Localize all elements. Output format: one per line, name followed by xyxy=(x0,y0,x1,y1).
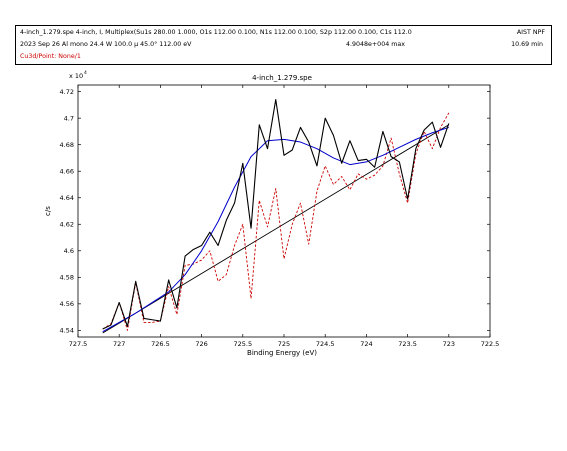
series-group xyxy=(102,99,450,334)
x-tick-label: 724.5 xyxy=(316,340,335,348)
x-axis-ticks: 727.5 727 726.5 726 725.5 725 724.5 724 723.5 723… xyxy=(69,85,500,348)
x-axis-label: Binding Energy (eV) xyxy=(247,349,317,357)
y-tick-label: 4.7 xyxy=(64,114,74,122)
x-tick-label: 723 xyxy=(443,340,455,348)
series-envelope-line xyxy=(102,126,449,333)
y-tick-label: 4.56 xyxy=(60,300,74,308)
x-tick-label: 725.5 xyxy=(233,340,252,348)
header-region: Cu3d/Point: None/1 xyxy=(20,53,81,60)
x-tick-label: 725 xyxy=(278,340,290,348)
x-tick-label: 727 xyxy=(113,340,125,348)
series-residual-line xyxy=(102,112,450,331)
y-tick-label: 4.68 xyxy=(60,141,74,149)
header-max-count: 4.9048e+004 max xyxy=(346,41,405,48)
y-multiplier-exponent: 4 xyxy=(84,70,87,76)
x-tick-label: 726 xyxy=(195,340,207,348)
info-header: 4-inch_1.279.spe 4-inch, I, Multiplex(Su… xyxy=(15,25,552,65)
series-raw-line xyxy=(102,99,450,330)
y-tick-label: 4.62 xyxy=(60,221,74,229)
y-tick-label: 4.54 xyxy=(60,327,74,335)
x-tick-label: 722.5 xyxy=(481,340,500,348)
y-tick-label: 4.72 xyxy=(60,88,74,96)
x-tick-label: 727.5 xyxy=(69,340,88,348)
chart-title: 4-inch_1.279.spe xyxy=(252,74,312,82)
header-line2: 2023 Sep 26 Al mono 24.4 W 100.0 μ 45.0°… xyxy=(20,41,192,48)
y-multiplier-base: x 10 xyxy=(69,72,83,80)
x-tick-label: 724 xyxy=(360,340,372,348)
y-tick-label: 4.58 xyxy=(60,274,74,282)
y-multiplier: x 10 4 xyxy=(69,70,87,80)
header-instrument: AIST NPF xyxy=(516,29,545,36)
y-axis-label: c/s xyxy=(44,206,52,216)
header-line1: 4-inch_1.279.spe 4-inch, I, Multiplex(Su… xyxy=(20,29,412,36)
y-axis-ticks: 4.54 4.56 4.58 4.6 4.62 4.64 4.66 4.68 4.7 4.72 xyxy=(60,88,490,335)
x-tick-label: 723.5 xyxy=(398,340,417,348)
header-time: 10.69 min xyxy=(511,41,543,48)
y-tick-label: 4.6 xyxy=(64,247,74,255)
x-tick-label: 726.5 xyxy=(151,340,170,348)
y-tick-label: 4.64 xyxy=(60,194,74,202)
series-background-line xyxy=(102,124,450,334)
y-tick-label: 4.66 xyxy=(60,168,74,176)
